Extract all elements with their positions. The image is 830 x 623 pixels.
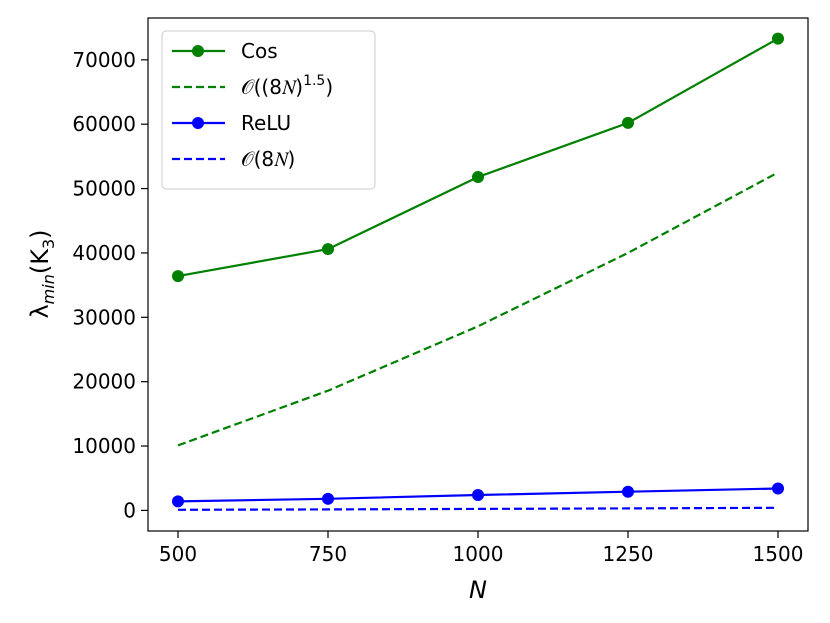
- legend-box: [161, 30, 376, 190]
- legend-label: 𝒪((8𝑁)1.5): [241, 73, 333, 99]
- y-tick-label: 50000: [72, 177, 136, 201]
- y-tick-label: 70000: [72, 48, 136, 72]
- y-tick-label: 0: [123, 498, 136, 522]
- x-tick-label: 1500: [753, 542, 804, 566]
- legend-marker: [192, 117, 204, 129]
- data-point: [322, 243, 334, 256]
- x-axis-ticks: 500 750 1000 1250 1500: [159, 531, 804, 566]
- legend: Cos 𝒪((8𝑁)1.5) ReLU 𝒪(8𝑁): [161, 30, 376, 190]
- legend-label: 𝒪(8𝑁): [241, 147, 295, 171]
- x-axis-label: N: [469, 576, 487, 604]
- legend-entry: 𝒪((8𝑁)1.5): [172, 73, 333, 99]
- legend-label: ReLU: [241, 111, 291, 135]
- x-tick-label: 500: [159, 542, 197, 566]
- data-point: [772, 482, 784, 495]
- data-point: [472, 488, 484, 501]
- legend-marker: [192, 45, 204, 57]
- data-point: [772, 32, 784, 45]
- y-tick-label: 60000: [72, 112, 136, 136]
- y-axis-ticks: 0 10000 20000 30000 40000 50000 60000 70000: [72, 48, 148, 522]
- series-line-3: [177, 506, 779, 511]
- y-tick-label: 10000: [72, 434, 136, 458]
- legend-entry: 𝒪(8𝑁): [172, 147, 295, 171]
- x-tick-label: 1000: [453, 542, 504, 566]
- legend-label: Cos: [241, 39, 278, 63]
- data-point: [622, 116, 634, 129]
- data-point: [472, 170, 484, 183]
- x-tick-label: 750: [309, 542, 347, 566]
- series-line-1: [177, 171, 779, 447]
- y-tick-label: 40000: [72, 241, 136, 265]
- legend-entry: ReLU: [172, 111, 291, 135]
- data-point: [172, 270, 184, 283]
- data-point: [322, 492, 334, 505]
- x-tick-label: 1250: [603, 542, 654, 566]
- plot-markers: [172, 32, 784, 508]
- data-point: [622, 485, 634, 498]
- y-axis-label: λmin(K3): [26, 229, 58, 318]
- legend-entry: Cos: [172, 39, 278, 63]
- y-tick-label: 20000: [72, 370, 136, 394]
- data-point: [172, 495, 184, 508]
- y-tick-label: 30000: [72, 305, 136, 329]
